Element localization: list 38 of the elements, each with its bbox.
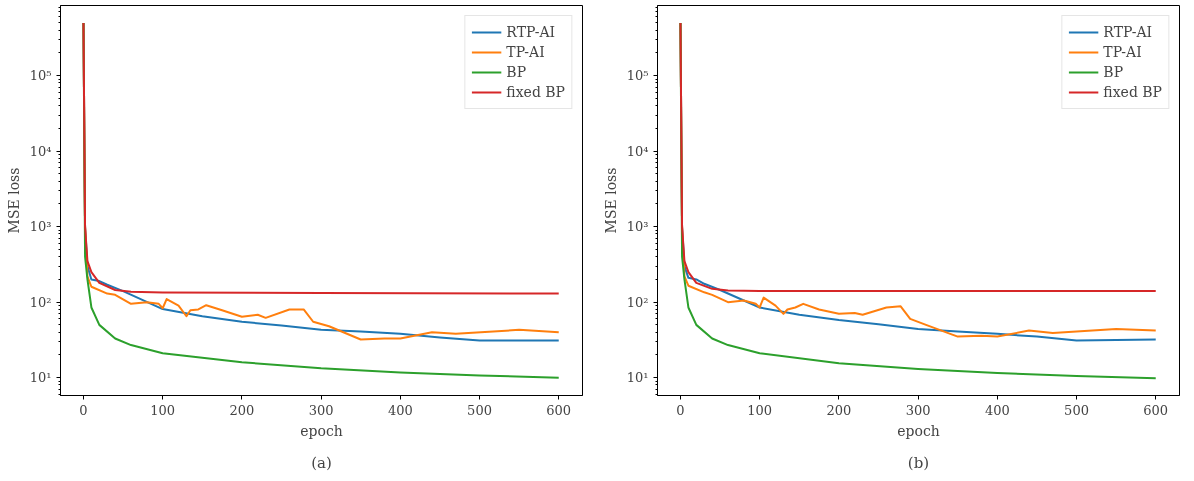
- y-axis-title: MSE loss: [5, 167, 22, 234]
- x-tick-label: 300: [308, 402, 334, 418]
- y-tick-label: 10⁵: [626, 68, 649, 84]
- x-tick-label: 600: [1143, 402, 1169, 418]
- x-tick-label: 100: [150, 402, 176, 418]
- legend-label: TP-AI: [1103, 44, 1142, 60]
- legend-label: BP: [506, 64, 527, 80]
- y-tick-label: 10³: [29, 219, 52, 235]
- y-tick-label: 10³: [626, 219, 649, 235]
- x-tick-label: 400: [984, 402, 1010, 418]
- legend-label: TP-AI: [506, 44, 545, 60]
- x-tick-label: 400: [387, 402, 413, 418]
- x-axis-title: epoch: [897, 422, 940, 439]
- legend-label: fixed BP: [506, 84, 565, 100]
- legend-label: RTP-AI: [506, 24, 556, 40]
- x-tick-label: 500: [1064, 402, 1089, 418]
- x-tick-label: 200: [826, 402, 852, 418]
- y-tick-label: 10¹: [29, 370, 52, 386]
- x-tick-label: 300: [905, 402, 931, 418]
- x-tick-label: 100: [747, 402, 773, 418]
- y-tick-label: 10¹: [626, 370, 649, 386]
- y-tick-label: 10⁴: [29, 143, 52, 159]
- legend-label: fixed BP: [1103, 84, 1162, 100]
- x-tick-label: 0: [79, 402, 88, 418]
- x-tick-label: 500: [467, 402, 492, 418]
- y-axis-title: MSE loss: [602, 167, 619, 234]
- y-tick-label: 10⁵: [29, 68, 52, 84]
- y-tick-label: 10²: [29, 294, 52, 310]
- x-tick-label: 0: [676, 402, 685, 418]
- x-tick-label: 600: [546, 402, 572, 418]
- y-tick-label: 10⁴: [626, 143, 649, 159]
- text: (a): [311, 453, 332, 472]
- x-axis-title: epoch: [300, 422, 343, 439]
- text: (b): [907, 453, 930, 472]
- x-tick-label: 200: [229, 402, 255, 418]
- legend-label: RTP-AI: [1103, 24, 1153, 40]
- y-tick-label: 10²: [626, 294, 649, 310]
- legend-label: BP: [1103, 64, 1124, 80]
